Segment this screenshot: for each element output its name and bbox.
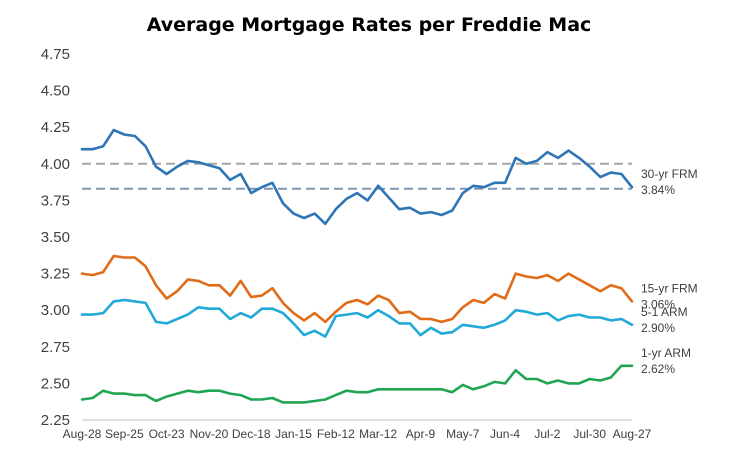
y-tick-label: 4.75 bbox=[41, 46, 70, 63]
x-tick-label: Jul-2 bbox=[534, 427, 560, 441]
y-tick-label: 3.25 bbox=[41, 266, 70, 283]
series-value-label: 2.62% bbox=[641, 362, 675, 376]
y-axis: 4.75 4.50 4.25 4.00 3.75 3.50 3.25 3.00 2.75 2.50… bbox=[41, 46, 70, 429]
chart-title: Average Mortgage Rates per Freddie Mac bbox=[146, 14, 592, 36]
x-axis: Aug-28 Sep-25 Oct-23 Nov-20 Dec-18 Jan-15 Feb-… bbox=[63, 419, 652, 441]
series-line bbox=[80, 364, 634, 404]
x-tick-label: Apr-9 bbox=[406, 427, 436, 441]
series-value-label: 3.84% bbox=[641, 183, 675, 197]
y-tick-label: 3.00 bbox=[41, 302, 70, 319]
series-end-labels: 30-yr FRM 3.84% 15-yr FRM 3.06%5-1 ARM 2.90%… bbox=[641, 167, 698, 376]
y-tick-label: 4.25 bbox=[41, 119, 70, 136]
x-tick-label: Nov-20 bbox=[190, 427, 229, 441]
series-name-label: 5-1 ARM bbox=[641, 305, 688, 319]
x-tick-label: Jan-15 bbox=[275, 427, 312, 441]
x-tick-label: Jun-4 bbox=[490, 427, 520, 441]
x-tick-label: Sep-25 bbox=[105, 427, 144, 441]
series-line bbox=[80, 128, 634, 226]
series-line bbox=[80, 254, 634, 324]
x-tick-label: Aug-27 bbox=[613, 427, 652, 441]
y-tick-label: 3.75 bbox=[41, 192, 70, 209]
series-value-label: 2.90% bbox=[641, 321, 675, 335]
y-tick-label: 2.25 bbox=[41, 412, 70, 429]
series-name-label: 15-yr FRM bbox=[641, 281, 698, 295]
series-name-label: 30-yr FRM bbox=[641, 167, 698, 181]
x-tick-label: Mar-12 bbox=[359, 427, 397, 441]
y-tick-label: 3.50 bbox=[41, 229, 70, 246]
x-tick-label: Oct-23 bbox=[149, 427, 185, 441]
series-name-label: 1-yr ARM bbox=[641, 346, 691, 360]
y-tick-label: 2.50 bbox=[41, 375, 70, 392]
series-line bbox=[80, 298, 634, 338]
series-lines bbox=[80, 128, 634, 404]
x-tick-label: Jul-30 bbox=[573, 427, 606, 441]
y-tick-label: 4.50 bbox=[41, 83, 70, 100]
reference-lines bbox=[82, 162, 632, 190]
x-tick-label: Feb-12 bbox=[317, 427, 355, 441]
series-value-label: 3.06% bbox=[641, 297, 675, 311]
y-tick-label: 4.00 bbox=[41, 156, 70, 173]
x-tick-label: Aug-28 bbox=[63, 427, 102, 441]
x-tick-label: Dec-18 bbox=[232, 427, 271, 441]
x-tick-label: May-7 bbox=[446, 427, 480, 441]
y-tick-label: 2.75 bbox=[41, 339, 70, 356]
